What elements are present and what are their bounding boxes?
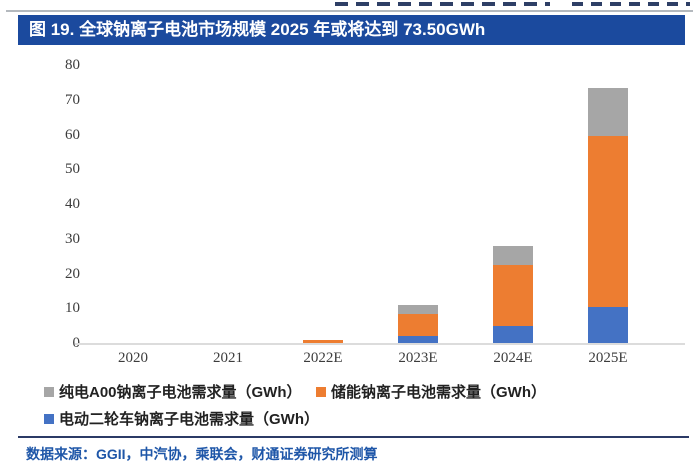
y-tick-label: 0 (72, 335, 81, 351)
bar-segment-2023E (398, 314, 438, 337)
y-tick-label: 60 (65, 126, 80, 143)
y-tick-label: 10 (65, 300, 80, 317)
y-tick-label: 80 (65, 57, 80, 73)
legend-item-storage: 储能钠离子电池需求量（GWh） (316, 381, 546, 402)
clipped-text-fragment (335, 2, 550, 6)
figure-title: 图 19. 全球钠离子电池市场规模 2025 年或将达到 73.50GWh (29, 20, 486, 39)
legend-item-a00: 纯电A00钠离子电池需求量（GWh） (44, 381, 302, 402)
bar-segment-2023E (398, 336, 438, 343)
legend-label: 电动二轮车钠离子电池需求量（GWh） (59, 411, 319, 428)
x-tick-label: 2025E (588, 350, 628, 366)
x-tick-label: 2021 (213, 350, 243, 366)
bar-segment-2023E (398, 304, 438, 315)
x-tick-label: 2023E (398, 350, 438, 366)
legend-swatch-orange (316, 386, 326, 397)
x-axis: 2020 2021 2022E 2023E 2024E 2025E (75, 350, 685, 370)
y-tick-label: 30 (65, 230, 80, 247)
plot-area (75, 65, 685, 345)
bar-segment-2022E (303, 339, 343, 343)
bar-segment-2024E (493, 245, 533, 265)
legend-label: 纯电A00钠离子电池需求量（GWh） (59, 384, 302, 401)
bar-segment-2024E (493, 325, 533, 343)
legend-label: 储能钠离子电池需求量（GWh） (331, 384, 546, 401)
legend-swatch-gray (44, 386, 54, 397)
x-tick-label: 2024E (493, 350, 533, 366)
y-axis: 0 10 20 30 40 50 60 70 80 (20, 57, 80, 351)
y-tick-label: 70 (65, 91, 80, 108)
y-tick-label: 50 (65, 161, 80, 178)
legend-swatch-blue (44, 413, 54, 424)
y-tick-label: 20 (65, 265, 80, 282)
top-divider (6, 10, 693, 12)
bottom-divider (18, 436, 689, 438)
bar-segment-2025E (588, 87, 628, 137)
bar-segment-2025E (588, 136, 628, 307)
bar-segment-2025E (588, 306, 628, 343)
x-tick-label: 2020 (118, 350, 148, 366)
y-tick-label: 40 (65, 196, 80, 212)
figure-title-bar: 图 19. 全球钠离子电池市场规模 2025 年或将达到 73.50GWh (18, 15, 685, 45)
source-text: 数据来源：GGII，中汽协，乘联会，财通证券研究所测算 (26, 446, 378, 462)
legend-item-two-wheeler: 电动二轮车钠离子电池需求量（GWh） (44, 408, 319, 429)
bar-segment-2024E (493, 264, 533, 326)
x-tick-label: 2022E (303, 350, 343, 366)
clipped-text-fragment (572, 2, 690, 6)
